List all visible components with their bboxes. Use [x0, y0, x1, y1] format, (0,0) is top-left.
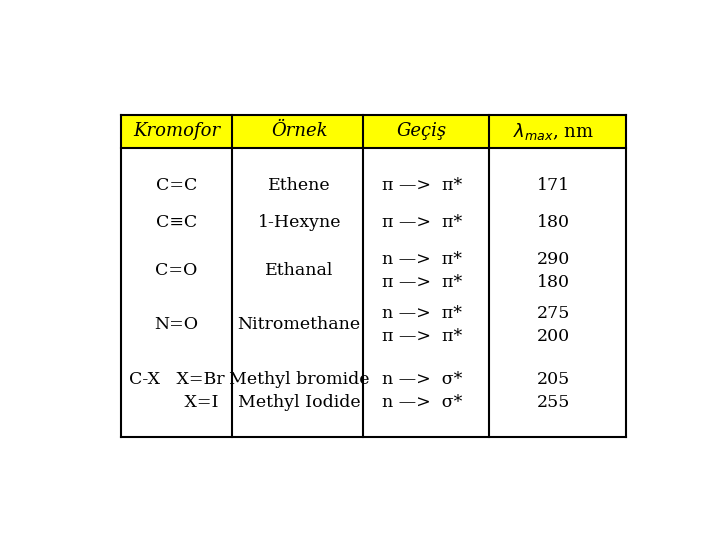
Text: 180: 180	[536, 214, 570, 231]
Text: 1-Hexyne: 1-Hexyne	[258, 214, 341, 231]
Text: $\lambda_{max}$, nm: $\lambda_{max}$, nm	[513, 121, 594, 142]
Text: Kromofor: Kromofor	[133, 123, 220, 140]
Text: n —>  σ*: n —> σ*	[382, 394, 462, 411]
Text: Ethene: Ethene	[268, 177, 330, 194]
Text: C≡C: C≡C	[156, 214, 197, 231]
Text: N=O: N=O	[154, 316, 199, 333]
Text: π —>  π*: π —> π*	[382, 328, 462, 345]
Text: Örnek: Örnek	[271, 123, 328, 140]
Text: 180: 180	[536, 274, 570, 291]
Text: n —>  π*: n —> π*	[382, 305, 462, 322]
Text: Ethanal: Ethanal	[265, 262, 333, 279]
Text: π —>  π*: π —> π*	[382, 177, 462, 194]
Text: 255: 255	[536, 394, 570, 411]
Text: X=I: X=I	[135, 394, 218, 411]
Text: 205: 205	[536, 372, 570, 388]
Bar	[121, 114, 626, 148]
Text: Geçiş: Geçiş	[397, 123, 447, 140]
Text: 171: 171	[536, 177, 570, 194]
Text: 290: 290	[536, 251, 570, 268]
Text: C=C: C=C	[156, 177, 197, 194]
Text: 275: 275	[536, 305, 570, 322]
Text: π —>  π*: π —> π*	[382, 274, 462, 291]
Text: Methyl bromide: Methyl bromide	[229, 372, 369, 388]
Text: n —>  σ*: n —> σ*	[382, 372, 462, 388]
Text: n —>  π*: n —> π*	[382, 251, 462, 268]
Text: 200: 200	[536, 328, 570, 345]
Text: C-X   X=Br: C-X X=Br	[129, 372, 225, 388]
Text: Methyl Iodide: Methyl Iodide	[238, 394, 361, 411]
Text: π —>  π*: π —> π*	[382, 214, 462, 231]
Text: Nitromethane: Nitromethane	[238, 316, 361, 333]
Text: C=O: C=O	[156, 262, 198, 279]
